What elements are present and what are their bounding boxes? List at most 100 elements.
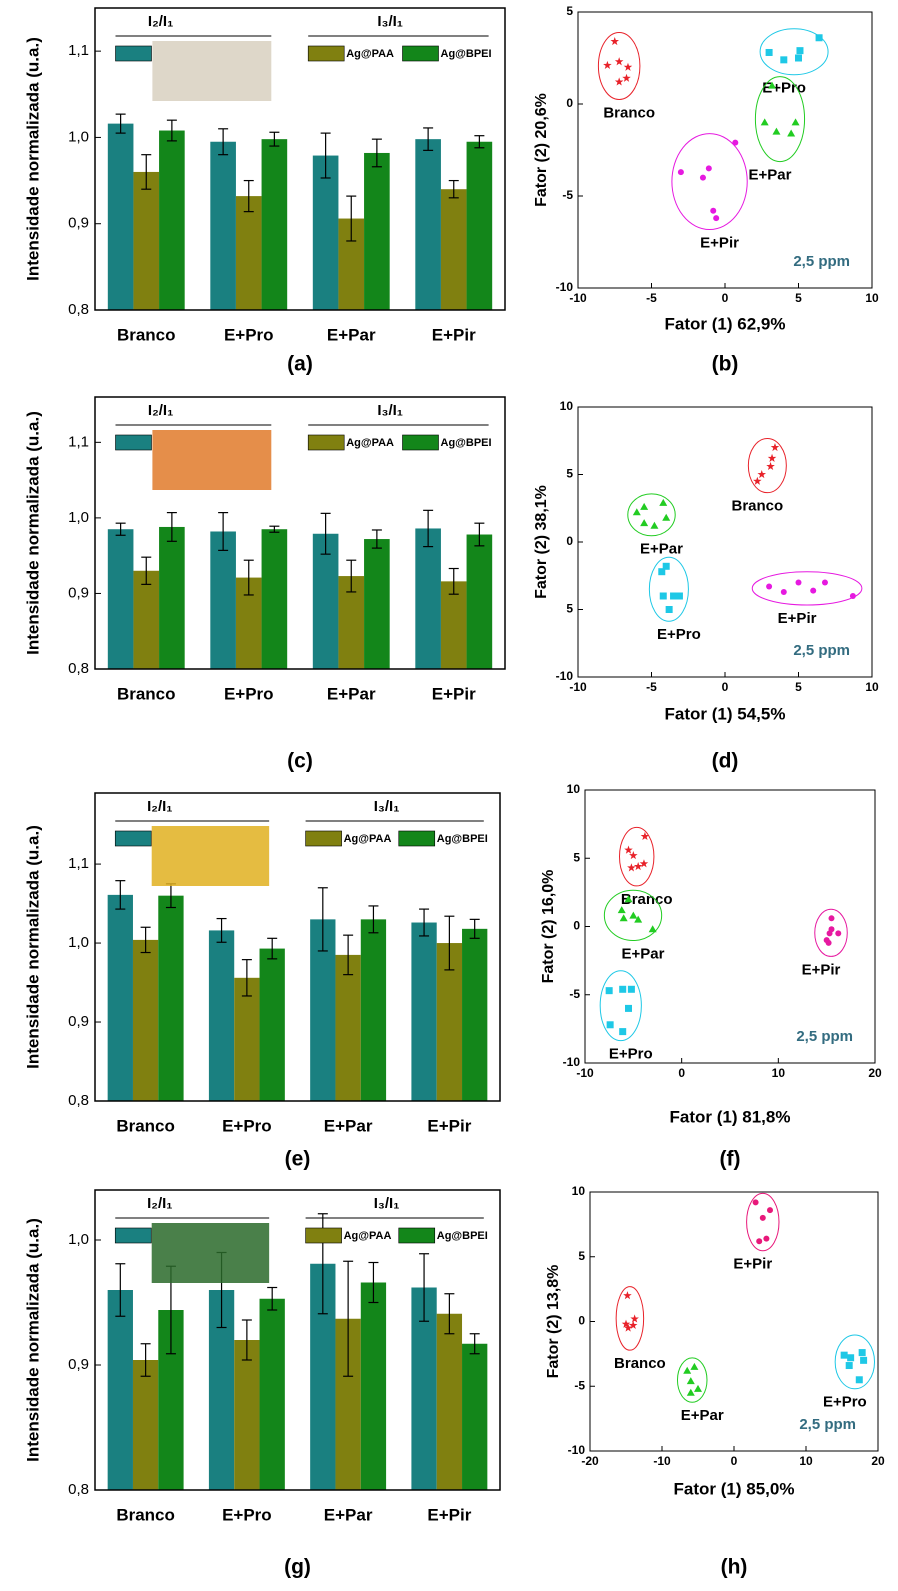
error-bar — [141, 154, 152, 190]
y-tick-label: -5 — [569, 987, 580, 1001]
y-tick-label: 0,8 — [68, 1092, 89, 1109]
x-tick-label: E+Pir — [427, 1505, 471, 1524]
y-tick-label: 0 — [566, 96, 573, 110]
legend-swatch — [114, 1227, 152, 1244]
cluster-label: Branco — [603, 104, 655, 121]
point — [623, 1323, 633, 1332]
x-axis-label: Fator (1) 54,5% — [665, 704, 786, 723]
cluster-ellipse — [746, 1192, 780, 1252]
cluster-ellipse — [834, 1334, 876, 1390]
sample-photo — [151, 1223, 270, 1283]
bar — [261, 139, 288, 310]
point — [628, 1320, 638, 1330]
point — [627, 985, 635, 993]
point — [640, 502, 649, 510]
y-tick-label: -10 — [568, 1443, 586, 1457]
cluster-label: E+Pro — [609, 1046, 653, 1063]
legend-header: I₂/I₁ — [147, 1195, 172, 1212]
cluster-ellipse — [603, 889, 663, 942]
legend-swatch — [115, 45, 152, 62]
legend-label: Ag@PAA — [346, 48, 394, 60]
point — [847, 1354, 855, 1362]
point — [625, 1004, 632, 1012]
bar — [210, 531, 236, 669]
point — [617, 906, 626, 914]
x-tick-label: -10 — [653, 1454, 671, 1468]
cluster-label: E+Pir — [802, 961, 841, 978]
y-tick-label: 5 — [566, 602, 573, 616]
bar — [335, 954, 361, 1101]
point — [710, 207, 717, 214]
point — [606, 1021, 614, 1029]
point — [662, 513, 671, 521]
point — [759, 1214, 766, 1221]
point — [619, 1028, 627, 1036]
bar — [133, 171, 160, 310]
x-tick-label: 10 — [865, 291, 879, 305]
bar — [436, 1313, 463, 1490]
point — [765, 48, 773, 56]
error-bar — [243, 559, 254, 596]
cluster-ellipse — [671, 133, 748, 231]
error-bar — [444, 1293, 455, 1335]
x-tick-label: 0 — [722, 291, 729, 305]
y-tick-label: 5 — [566, 4, 573, 18]
panel-label: (c) — [287, 750, 313, 773]
point — [623, 62, 633, 71]
point — [753, 476, 762, 485]
error-bar — [218, 128, 229, 156]
y-tick-label: -10 — [556, 280, 574, 294]
y-tick-label: 5 — [573, 850, 580, 864]
cluster-label: Branco — [731, 498, 783, 515]
legend-header: I₃/I₁ — [377, 402, 403, 419]
point — [780, 588, 787, 595]
note: 2,5 ppm — [793, 253, 850, 270]
point — [713, 215, 720, 222]
point — [845, 1362, 853, 1370]
y-tick-label: 0,9 — [68, 584, 89, 601]
bar — [107, 529, 134, 669]
point — [787, 129, 796, 137]
x-tick-label: E+Par — [327, 684, 376, 703]
cluster-label: E+Pir — [700, 235, 739, 252]
error-bar — [216, 917, 227, 943]
bar — [411, 922, 437, 1101]
point — [756, 1238, 763, 1245]
point — [686, 1388, 695, 1396]
cluster-ellipse — [751, 571, 863, 606]
error-bar — [241, 1319, 252, 1361]
bar — [364, 152, 390, 310]
y-tick-label: 0 — [578, 1314, 585, 1328]
y-axis-label: Fator (2) 38,1% — [533, 485, 550, 599]
point — [622, 73, 631, 82]
y-tick-label: 1,1 — [68, 433, 89, 450]
x-tick-label: Branco — [116, 1505, 175, 1524]
y-tick-label: 0,8 — [68, 660, 89, 677]
bar — [159, 526, 185, 669]
error-bar — [140, 1343, 151, 1377]
point — [619, 985, 627, 993]
bar — [132, 1360, 159, 1490]
error-bar — [346, 559, 357, 593]
x-tick-label: 20 — [868, 1066, 882, 1080]
cluster-label: E+Pro — [823, 1394, 867, 1411]
x-tick-label: Branco — [117, 684, 176, 703]
point — [634, 915, 643, 923]
legend-label: Ag@PAA — [344, 1230, 392, 1242]
point — [683, 1366, 692, 1374]
plot-frame — [94, 7, 506, 311]
point — [815, 34, 823, 42]
plot-frame — [94, 396, 506, 670]
x-tick-label: E+Pir — [432, 684, 476, 703]
bar — [440, 189, 467, 310]
y-tick-label: 1,0 — [68, 509, 89, 526]
y-tick-label: 0,8 — [68, 1481, 89, 1498]
error-bar — [371, 529, 382, 549]
y-tick-label: -5 — [562, 188, 573, 202]
point — [791, 118, 800, 126]
error-bar — [448, 179, 459, 199]
error-bar — [469, 1333, 480, 1355]
y-axis-label: Fator (2) 13,8% — [545, 1265, 562, 1379]
cluster-label: Branco — [621, 891, 673, 908]
bar — [415, 528, 441, 669]
